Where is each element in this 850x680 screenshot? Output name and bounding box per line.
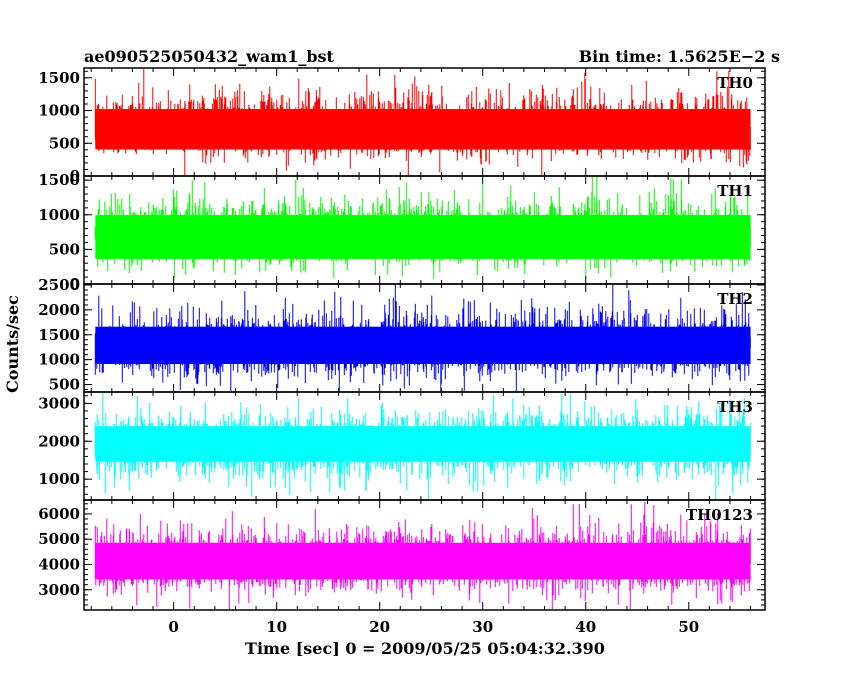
panel-th2: 500 1000 1500 2000 2500 TH2	[38, 276, 766, 394]
y-tick-label: 1000	[38, 351, 80, 369]
chart-title: ae090525050432_wam1_bst	[84, 47, 335, 66]
x-tick-label: 10	[266, 618, 287, 636]
y-tick-label: 2500	[38, 276, 80, 294]
y-tick-label: 5000	[38, 530, 80, 548]
y-tick-label: 4000	[38, 555, 80, 573]
y-tick-label: 2000	[38, 301, 80, 319]
panel-frame	[83, 499, 766, 611]
y-tick-label: 500	[49, 240, 80, 258]
series-line-th0	[94, 69, 751, 175]
panel-label: TH2	[717, 290, 753, 308]
panel-th0: 0 500 1000 1500 TH0	[38, 67, 766, 185]
panel-label: TH0123	[686, 506, 753, 524]
y-tick-label: 1000	[38, 206, 80, 224]
y-tick-label: 500	[49, 376, 80, 394]
panel-th3: 1000 2000 3000 TH3	[38, 391, 766, 501]
panel-label: TH1	[717, 182, 753, 200]
x-tick-label: 40	[575, 618, 596, 636]
series-line-th0123	[94, 502, 751, 609]
panel-label: TH0	[717, 74, 753, 92]
panel-label: TH3	[717, 398, 753, 416]
y-tick-label: 1000	[38, 470, 80, 488]
bin-time-label: Bin time: 1.5625E−2 s	[579, 47, 780, 66]
y-tick-label: 3000	[38, 581, 80, 599]
y-tick-label: 0	[70, 167, 80, 185]
series-line-th2	[94, 285, 751, 391]
y-tick-label: 6000	[38, 505, 80, 523]
y-tick-label: 1500	[38, 326, 80, 344]
y-tick-label: 2000	[38, 432, 80, 450]
y-axis-label: Counts/sec	[3, 295, 22, 393]
series-line-th1	[94, 177, 751, 279]
x-tick-label: 30	[472, 618, 493, 636]
y-tick-label: 1500	[38, 69, 80, 87]
y-tick-label: 1500	[38, 171, 80, 189]
y-tick-label: 3000	[38, 394, 80, 412]
x-axis-label: Time [sec] 0 = 2009/05/25 05:04:32.390	[245, 639, 605, 658]
x-tick-label: 20	[369, 618, 390, 636]
y-tick-label: 500	[49, 134, 80, 152]
panel-th1: 0 500 1000 1500 TH1	[38, 171, 766, 293]
series-line-th3	[94, 393, 751, 499]
panel-th0123: 3000 4000 5000 6000 TH0123	[38, 499, 766, 611]
x-tick-label: 0	[168, 618, 178, 636]
x-tick-label: 50	[678, 618, 699, 636]
y-tick-label: 1000	[38, 102, 80, 120]
y-tick-label: 0	[70, 275, 80, 293]
